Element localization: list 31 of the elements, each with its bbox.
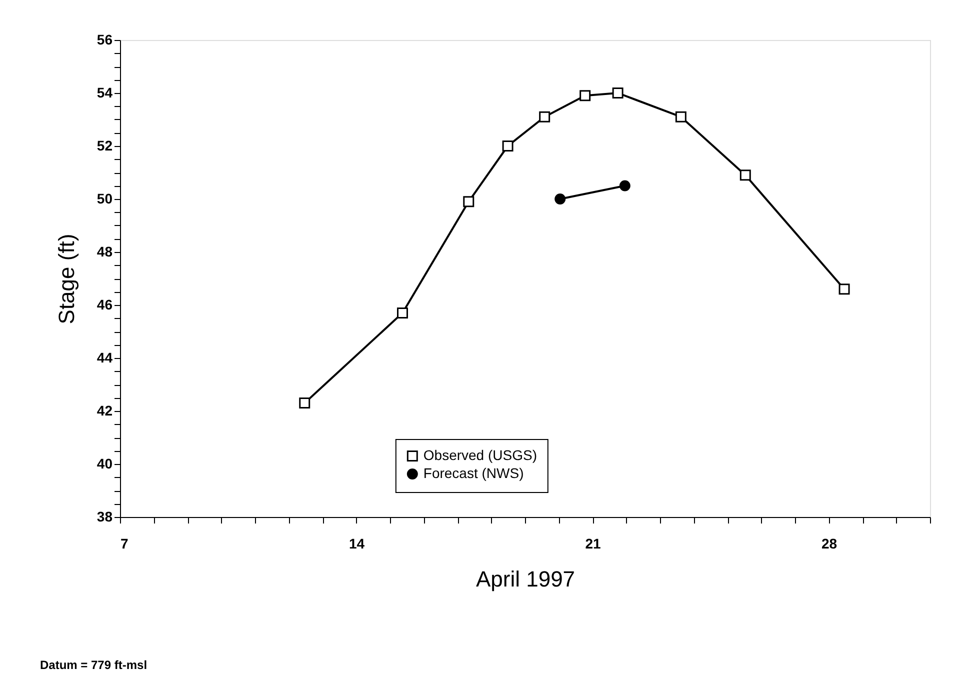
y-axis-title: Stage (ft) (54, 234, 79, 324)
point (502, 140, 514, 152)
point (580, 90, 591, 102)
point (463, 196, 474, 208)
x-axis-title: April 1997 (476, 566, 576, 592)
y-tick-label: 52 (96, 138, 113, 154)
point (740, 170, 751, 181)
y-tick-label: 48 (96, 244, 113, 260)
y-tick-label: 44 (96, 350, 113, 366)
point (612, 88, 624, 98)
x-tick-label: 28 (821, 536, 838, 552)
y-tick-label: 40 (96, 456, 113, 472)
point (838, 284, 850, 295)
x-tick-label: 7 (120, 536, 128, 552)
point (299, 398, 310, 409)
point (539, 111, 550, 122)
y-tick-label: 42 (96, 402, 113, 418)
point (554, 194, 566, 204)
y-tick-label: 50 (96, 190, 113, 206)
point (675, 111, 686, 122)
legend-label: Observed (USGS) (423, 447, 537, 463)
x-tick-label: 14 (348, 536, 365, 552)
point (619, 180, 630, 192)
x-tick-label: 21 (585, 536, 601, 552)
text: Datum = 779 ft-msl (40, 658, 148, 672)
y-tick-label: 54 (96, 84, 113, 100)
y-tick-label: 56 (96, 32, 113, 48)
y-tick-label: 38 (96, 508, 113, 524)
legend-label: Forecast (NWS) (423, 465, 524, 481)
point (396, 307, 408, 318)
y-tick-label: 46 (96, 296, 113, 312)
